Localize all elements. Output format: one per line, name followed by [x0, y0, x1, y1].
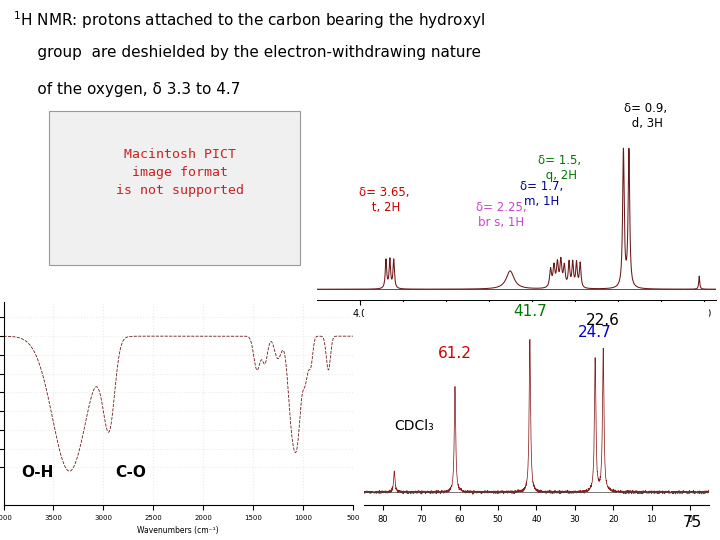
Text: of the oxygen, δ 3.3 to 4.7: of the oxygen, δ 3.3 to 4.7 — [13, 82, 240, 97]
Text: δ= 1.7,
m, 1H: δ= 1.7, m, 1H — [521, 180, 564, 208]
Text: Macintosh PICT
image format
is not supported: Macintosh PICT image format is not suppo… — [116, 148, 244, 198]
Text: δ= 0.9,
 d, 3H: δ= 0.9, d, 3H — [624, 102, 667, 130]
Text: 22.6: 22.6 — [586, 313, 620, 328]
FancyBboxPatch shape — [49, 111, 300, 265]
Text: group  are deshielded by the electron-withdrawing nature: group are deshielded by the electron-wit… — [13, 45, 481, 60]
Text: 24.7: 24.7 — [578, 326, 612, 340]
Text: CDCl₃: CDCl₃ — [395, 419, 434, 433]
Text: δ= 3.65,
 t, 2H: δ= 3.65, t, 2H — [359, 186, 409, 213]
Text: 75: 75 — [683, 515, 702, 530]
Text: $^{1}$H NMR: protons attached to the carbon bearing the hydroxyl: $^{1}$H NMR: protons attached to the car… — [13, 10, 485, 31]
Text: O-H: O-H — [21, 464, 53, 480]
Text: 41.7: 41.7 — [513, 304, 546, 319]
X-axis label: Wavenumbers (cm⁻¹): Wavenumbers (cm⁻¹) — [138, 526, 219, 535]
Text: δ= 2.25,
br s, 1H: δ= 2.25, br s, 1H — [476, 201, 527, 229]
Text: 61.2: 61.2 — [438, 347, 472, 361]
Text: δ= 1.5,
 q, 2H: δ= 1.5, q, 2H — [538, 154, 581, 182]
Text: C-O: C-O — [115, 464, 146, 480]
